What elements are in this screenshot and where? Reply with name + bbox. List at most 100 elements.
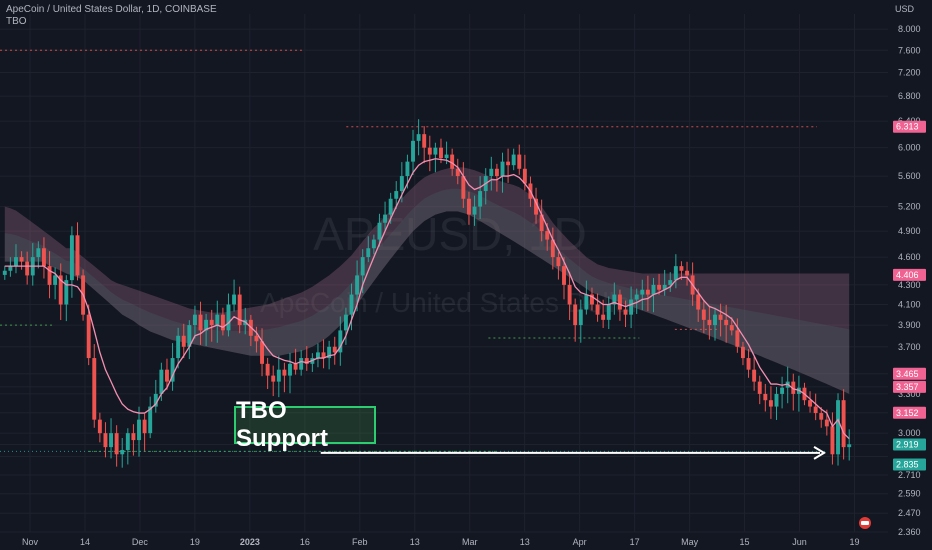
candle-body bbox=[617, 294, 622, 310]
candle-body bbox=[645, 289, 650, 295]
candle-body bbox=[142, 419, 147, 434]
candle-body bbox=[198, 314, 203, 331]
candle-body bbox=[791, 381, 796, 394]
x-tick-label: 14 bbox=[80, 537, 90, 547]
candle-body bbox=[338, 330, 343, 353]
level-lines bbox=[0, 49, 826, 452]
candle-body bbox=[757, 381, 762, 394]
y-tick-label: 4.100 bbox=[898, 299, 921, 309]
x-tick-label: Mar bbox=[462, 537, 478, 547]
candle-body bbox=[517, 154, 522, 169]
candle-body bbox=[433, 147, 438, 155]
candle-body bbox=[114, 433, 119, 455]
tbo-cloud bbox=[4, 167, 850, 394]
candle-body bbox=[590, 294, 594, 305]
candle-body bbox=[237, 294, 242, 326]
candle-body bbox=[718, 314, 723, 320]
y-tick-label: 8.000 bbox=[898, 24, 921, 34]
x-tick-label: 19 bbox=[849, 537, 859, 547]
candle-body bbox=[573, 304, 578, 326]
candle-body bbox=[153, 393, 158, 407]
y-tick-label: 4.900 bbox=[898, 226, 921, 236]
candle-body bbox=[774, 393, 779, 407]
candle-body bbox=[830, 426, 835, 455]
candle-body bbox=[439, 147, 443, 159]
candle-body bbox=[109, 433, 114, 448]
candle-body bbox=[500, 161, 505, 177]
candle-body bbox=[282, 369, 287, 376]
tbo-line bbox=[4, 158, 850, 440]
y-tick-label: 7.200 bbox=[898, 68, 921, 78]
candle-body bbox=[170, 358, 175, 382]
candle-body bbox=[629, 299, 634, 315]
x-tick-label: Feb bbox=[352, 537, 368, 547]
candle-body bbox=[288, 363, 292, 376]
candle-body bbox=[349, 294, 354, 315]
candle-body bbox=[444, 154, 449, 159]
candle-body bbox=[254, 335, 259, 342]
candle-body bbox=[472, 206, 477, 215]
candle-body bbox=[534, 198, 539, 215]
candle-body bbox=[204, 319, 209, 331]
candle-body bbox=[595, 304, 600, 315]
candle-body bbox=[511, 154, 516, 166]
price-badge-label: 6.313 bbox=[896, 122, 919, 132]
currency-label: USD bbox=[894, 4, 914, 14]
candle-body bbox=[265, 363, 270, 376]
tbo-support-label: TBO Support bbox=[234, 397, 376, 452]
y-tick-label: 4.300 bbox=[898, 280, 921, 290]
candle-body bbox=[103, 433, 108, 448]
tbo-cloud-band bbox=[4, 167, 850, 394]
candle-body bbox=[36, 248, 41, 258]
price-badge bbox=[893, 406, 926, 419]
x-tick-label: 13 bbox=[410, 537, 420, 547]
price-badge-label: 3.152 bbox=[896, 408, 919, 418]
candle-body bbox=[293, 363, 298, 370]
candle-body bbox=[276, 369, 281, 382]
x-tick-label: 16 bbox=[300, 537, 310, 547]
candle-body bbox=[422, 134, 427, 148]
candle-body bbox=[506, 161, 511, 166]
candle-body bbox=[131, 433, 136, 441]
candle-body bbox=[232, 294, 237, 305]
candle-body bbox=[478, 191, 483, 207]
candle-body bbox=[841, 400, 846, 448]
x-tick-label: May bbox=[681, 537, 699, 547]
candle-body bbox=[394, 191, 399, 199]
candle-body bbox=[657, 284, 662, 290]
candle-body bbox=[120, 449, 125, 455]
y-tick-label: 3.000 bbox=[898, 428, 921, 438]
candle-body bbox=[137, 419, 141, 441]
candle-body bbox=[606, 304, 611, 320]
candle-body bbox=[86, 314, 91, 359]
candle-body bbox=[159, 369, 164, 394]
candle-body bbox=[332, 346, 337, 353]
candle-body bbox=[562, 266, 566, 285]
candle-body bbox=[466, 198, 471, 215]
y-tick-label: 4.600 bbox=[898, 252, 921, 262]
price-axis: 8.0007.6007.2006.8006.4006.0005.6005.200… bbox=[898, 24, 921, 537]
candle-body bbox=[813, 406, 818, 414]
chart-header: ApeCoin / United States Dollar, 1D, COIN… bbox=[6, 4, 217, 28]
price-badges: 6.3134.4063.4653.3573.1522.91922:54:572.… bbox=[893, 120, 926, 471]
grid bbox=[0, 14, 888, 533]
candle-body bbox=[315, 352, 320, 359]
candle-body bbox=[601, 314, 606, 320]
candle-body bbox=[746, 358, 751, 370]
candle-body bbox=[383, 214, 388, 223]
candle-body bbox=[640, 289, 645, 295]
y-tick-label: 3.300 bbox=[898, 389, 921, 399]
candle-body bbox=[192, 314, 197, 326]
x-tick-label: Apr bbox=[573, 537, 587, 547]
candle-body bbox=[847, 444, 852, 448]
y-tick-label: 6.800 bbox=[898, 91, 921, 101]
x-tick-label: Nov bbox=[22, 537, 39, 547]
candle-body bbox=[360, 257, 365, 276]
candle-body bbox=[707, 319, 712, 326]
candle-body bbox=[634, 294, 639, 300]
candle-body bbox=[836, 400, 840, 455]
candle-body bbox=[701, 309, 706, 320]
candle-body bbox=[405, 161, 410, 177]
candle-body bbox=[455, 168, 460, 177]
